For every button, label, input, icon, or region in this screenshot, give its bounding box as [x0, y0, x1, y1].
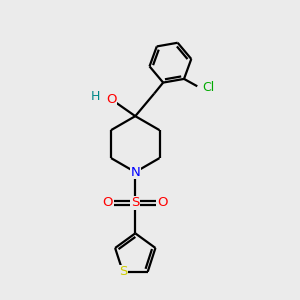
Text: O: O	[158, 196, 168, 209]
Text: S: S	[118, 265, 127, 278]
Text: O: O	[106, 93, 116, 106]
Text: H: H	[91, 90, 100, 103]
Text: N: N	[130, 166, 140, 178]
Text: S: S	[131, 196, 140, 209]
Text: Cl: Cl	[202, 81, 215, 94]
Text: O: O	[102, 196, 113, 209]
